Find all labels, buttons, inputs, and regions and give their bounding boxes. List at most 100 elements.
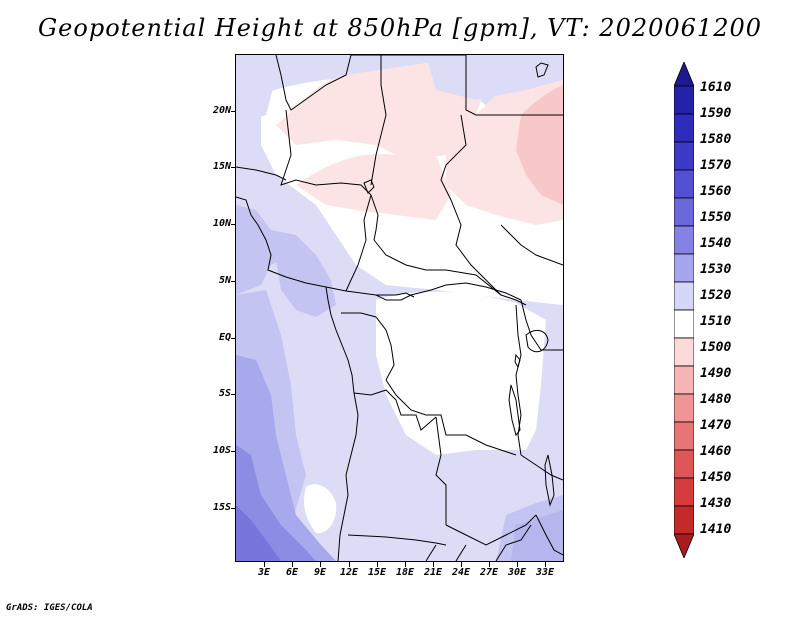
border-drc-west (385, 379, 517, 456)
colorbar-swatch (674, 477, 694, 507)
lat-label-5N: 5N (218, 275, 231, 286)
lat-tick (231, 451, 236, 452)
lake-malawi (544, 454, 555, 507)
lake-chad (363, 179, 375, 194)
border-angola-zambia (435, 416, 447, 525)
colorbar-label: 1450 (700, 470, 732, 485)
shade-deeper-blue-se (511, 510, 563, 561)
colorbar-swatch (674, 169, 694, 199)
lon-label-24E: 24E (451, 567, 471, 578)
lat-tick (231, 281, 236, 282)
colorbar-swatch (674, 225, 694, 255)
lat-label-5S: 5S (218, 388, 231, 399)
lon-label-9E: 9E (313, 567, 327, 578)
border-angola-namibia (347, 534, 447, 546)
shade-mid-blue-gulf (271, 230, 336, 317)
colorbar-swatch (674, 253, 694, 283)
lake-nasser-coast (535, 62, 549, 78)
map-plot-area (235, 54, 564, 562)
border-libya-chad (351, 55, 387, 186)
shade-pink-north (276, 63, 486, 160)
colorbar-label: 1460 (700, 444, 732, 459)
grads-credit: GrADS: IGES/COLA (6, 603, 93, 613)
colorbar-swatch (674, 141, 694, 171)
colorbar-label: 1480 (700, 392, 732, 407)
map-title: Geopotential Height at 850hPa [gpm], VT:… (38, 14, 762, 42)
lat-label-15N: 15N (212, 161, 231, 172)
border-nigeria-cameroon (345, 194, 372, 292)
colorbar-swatch (674, 337, 694, 367)
colorbar-label: 1530 (700, 262, 732, 277)
lon-label-6E: 6E (285, 567, 299, 578)
coastline-gulf-guinea (325, 286, 359, 561)
border-botswana (425, 544, 467, 561)
lon-label-21E: 21E (423, 567, 443, 578)
border-car-congo (373, 239, 527, 306)
colorbar-swatch (674, 393, 694, 423)
colorbar-swatch (674, 449, 694, 479)
colorbar-label: 1590 (700, 106, 732, 121)
lon-label-30E: 30E (507, 567, 527, 578)
shade-white-angola (304, 484, 337, 534)
colorbar-swatch (674, 85, 694, 115)
colorbar-label: 1550 (700, 210, 732, 225)
coastline-west-africa (236, 196, 415, 298)
lon-tick (545, 562, 546, 567)
lon-tick (517, 562, 518, 567)
colorbar-swatch (674, 421, 694, 451)
lat-label-10S: 10S (212, 445, 231, 456)
colorbar-extend-bottom (674, 533, 694, 558)
border-zambia-south (445, 514, 537, 546)
shade-blue-top (426, 55, 563, 100)
lon-label-33E: 33E (535, 567, 555, 578)
colorbar-swatch (674, 197, 694, 227)
lon-tick (349, 562, 350, 567)
colorbar-label: 1580 (700, 132, 732, 147)
border-drc-north (375, 282, 522, 301)
lon-tick (377, 562, 378, 567)
colorbar (674, 62, 694, 558)
colorbar-label: 1470 (700, 418, 732, 433)
lon-tick (461, 562, 462, 567)
lat-label-10N: 10N (212, 218, 231, 229)
lon-tick (489, 562, 490, 567)
lakes (363, 62, 555, 507)
border-uganda-kenya (520, 299, 563, 351)
lon-tick (320, 562, 321, 567)
lon-label-27E: 27E (479, 567, 499, 578)
lake-victoria (525, 329, 549, 353)
lake-kivu (514, 353, 521, 369)
map-canvas (236, 55, 563, 561)
colorbar-label: 1570 (700, 158, 732, 173)
colorbar-label: 1500 (700, 340, 732, 355)
colorbar-swatch (674, 309, 694, 339)
lon-tick (292, 562, 293, 567)
lat-label-20N: 20N (212, 105, 231, 116)
lat-label-EQ: EQ (218, 332, 231, 343)
lat-tick (231, 224, 236, 225)
border-sahel (236, 166, 287, 181)
colorbar-swatch (674, 505, 694, 535)
colorbar-label: 1560 (700, 184, 732, 199)
colorbar-label: 1490 (700, 366, 732, 381)
lat-tick (231, 508, 236, 509)
colorbar-label: 1430 (700, 496, 732, 511)
border-mali-niger (280, 109, 379, 241)
shade-deep-blue-sw-3 (236, 505, 281, 561)
colorbar-extend-top (674, 62, 694, 87)
colorbar-swatch (674, 281, 694, 311)
lon-tick (264, 562, 265, 567)
lon-label-15E: 15E (367, 567, 387, 578)
border-tanzania (520, 454, 563, 481)
lat-label-15S: 15S (212, 502, 231, 513)
lon-label-3E: 3E (257, 567, 271, 578)
colorbar-label: 1540 (700, 236, 732, 251)
border-egypt-sudan (465, 55, 563, 116)
shade-blue-topleft (236, 55, 276, 125)
lake-tanganyika (508, 384, 521, 437)
border-mozambique (495, 514, 563, 561)
colorbar-label: 1610 (700, 80, 732, 95)
border-algeria-libya (275, 55, 352, 111)
lon-tick (405, 562, 406, 567)
lon-label-12E: 12E (339, 567, 359, 578)
